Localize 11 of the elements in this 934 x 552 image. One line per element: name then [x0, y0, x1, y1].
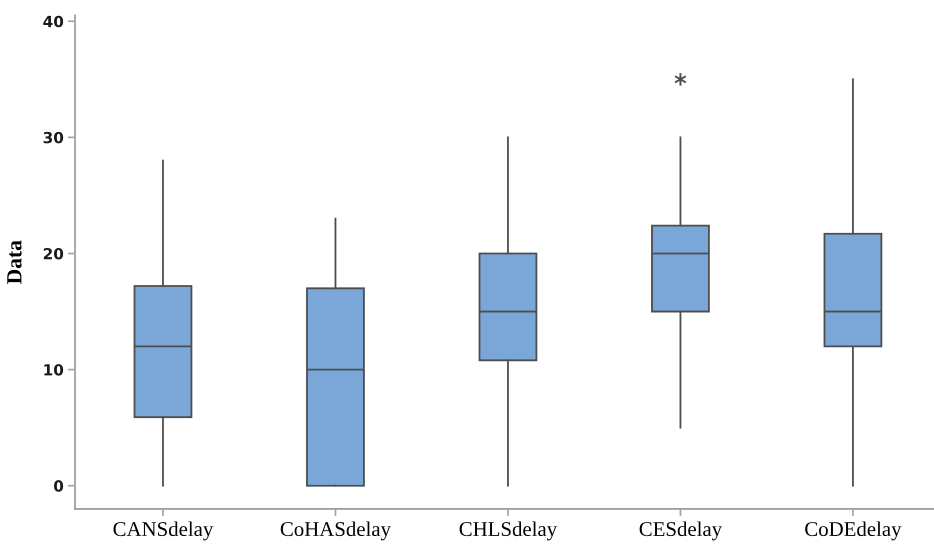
x-tick-label: CHLSdelay [460, 521, 558, 540]
y-axis-title: Data [7, 240, 22, 284]
x-tick-label: CESdelay [640, 521, 722, 540]
x-tick-label: CoDEdelay [805, 521, 902, 540]
y-tick-label: 0 [54, 480, 64, 492]
x-tick-label: CANSdelay [113, 521, 214, 540]
y-tick-label: 30 [44, 132, 64, 144]
y-tick-label: 40 [43, 16, 64, 28]
y-tick-label: 10 [44, 364, 64, 376]
y-tick-label: 20 [44, 248, 64, 260]
x-tick-label: CoHASdelay [280, 521, 391, 540]
